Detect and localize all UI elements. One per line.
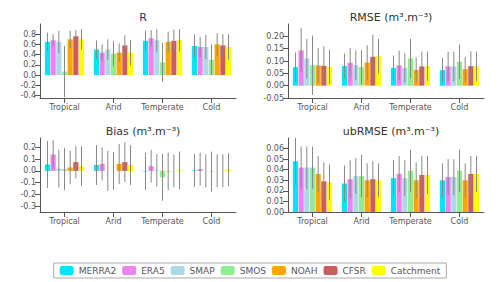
svg-text:Arid: Arid bbox=[353, 103, 369, 112]
svg-text:NOAH: NOAH bbox=[291, 266, 318, 276]
svg-text:0.2: 0.2 bbox=[23, 60, 36, 69]
svg-text:0.10: 0.10 bbox=[266, 57, 284, 66]
svg-text:Tropical: Tropical bbox=[48, 217, 80, 226]
svg-text:SMOS: SMOS bbox=[240, 266, 267, 276]
svg-text:0.05: 0.05 bbox=[266, 69, 284, 78]
svg-text:Tropical: Tropical bbox=[296, 217, 328, 226]
svg-text:ubRMSE (m³.m⁻³): ubRMSE (m³.m⁻³) bbox=[343, 125, 440, 138]
svg-text:Catchment: Catchment bbox=[391, 266, 441, 276]
svg-text:0.03: 0.03 bbox=[266, 176, 284, 185]
svg-text:Temperate: Temperate bbox=[388, 103, 432, 112]
svg-text:Temperate: Temperate bbox=[140, 217, 184, 226]
svg-text:-0.4: -0.4 bbox=[20, 91, 36, 100]
svg-text:0.02: 0.02 bbox=[266, 186, 284, 195]
svg-text:0.00: 0.00 bbox=[266, 81, 284, 90]
svg-text:0.15: 0.15 bbox=[266, 44, 284, 53]
svg-text:-0.05: -0.05 bbox=[263, 94, 284, 103]
svg-text:Cold: Cold bbox=[451, 217, 469, 226]
svg-text:-0.2: -0.2 bbox=[20, 190, 36, 199]
svg-text:Tropical: Tropical bbox=[48, 103, 80, 112]
svg-text:SMAP: SMAP bbox=[190, 266, 216, 276]
svg-text:Cold: Cold bbox=[451, 103, 469, 112]
svg-text:Cold: Cold bbox=[203, 217, 221, 226]
svg-text:0.20: 0.20 bbox=[266, 32, 284, 41]
svg-text:-0.2: -0.2 bbox=[20, 81, 36, 90]
svg-text:MERRA2: MERRA2 bbox=[79, 266, 116, 276]
svg-text:0.05: 0.05 bbox=[266, 155, 284, 164]
svg-text:0.06: 0.06 bbox=[266, 144, 284, 153]
svg-text:-0.3: -0.3 bbox=[20, 202, 36, 211]
svg-text:0.0: 0.0 bbox=[23, 71, 36, 80]
svg-text:Temperate: Temperate bbox=[388, 217, 432, 226]
svg-text:0.1: 0.1 bbox=[23, 155, 36, 164]
svg-text:0.6: 0.6 bbox=[23, 40, 36, 49]
svg-text:Arid: Arid bbox=[105, 103, 121, 112]
svg-text:Cold: Cold bbox=[203, 103, 221, 112]
svg-text:Arid: Arid bbox=[105, 217, 121, 226]
svg-text:0.0: 0.0 bbox=[23, 166, 36, 175]
svg-text:0.01: 0.01 bbox=[266, 197, 284, 206]
svg-text:0.04: 0.04 bbox=[266, 165, 284, 174]
svg-text:-0.1: -0.1 bbox=[20, 178, 36, 187]
svg-text:CFSR: CFSR bbox=[343, 266, 366, 276]
svg-text:0.00: 0.00 bbox=[266, 208, 284, 217]
svg-text:RMSE (m³.m⁻³): RMSE (m³.m⁻³) bbox=[350, 11, 433, 24]
svg-text:Arid: Arid bbox=[353, 217, 369, 226]
svg-text:ERA5: ERA5 bbox=[141, 266, 164, 276]
svg-text:Tropical: Tropical bbox=[296, 103, 328, 112]
svg-text:0.4: 0.4 bbox=[23, 50, 36, 59]
svg-text:R: R bbox=[139, 11, 147, 24]
svg-text:Temperate: Temperate bbox=[140, 103, 184, 112]
svg-text:0.2: 0.2 bbox=[23, 143, 36, 152]
svg-text:0.8: 0.8 bbox=[23, 30, 36, 39]
svg-text:Bias (m³.m⁻³): Bias (m³.m⁻³) bbox=[106, 125, 181, 138]
